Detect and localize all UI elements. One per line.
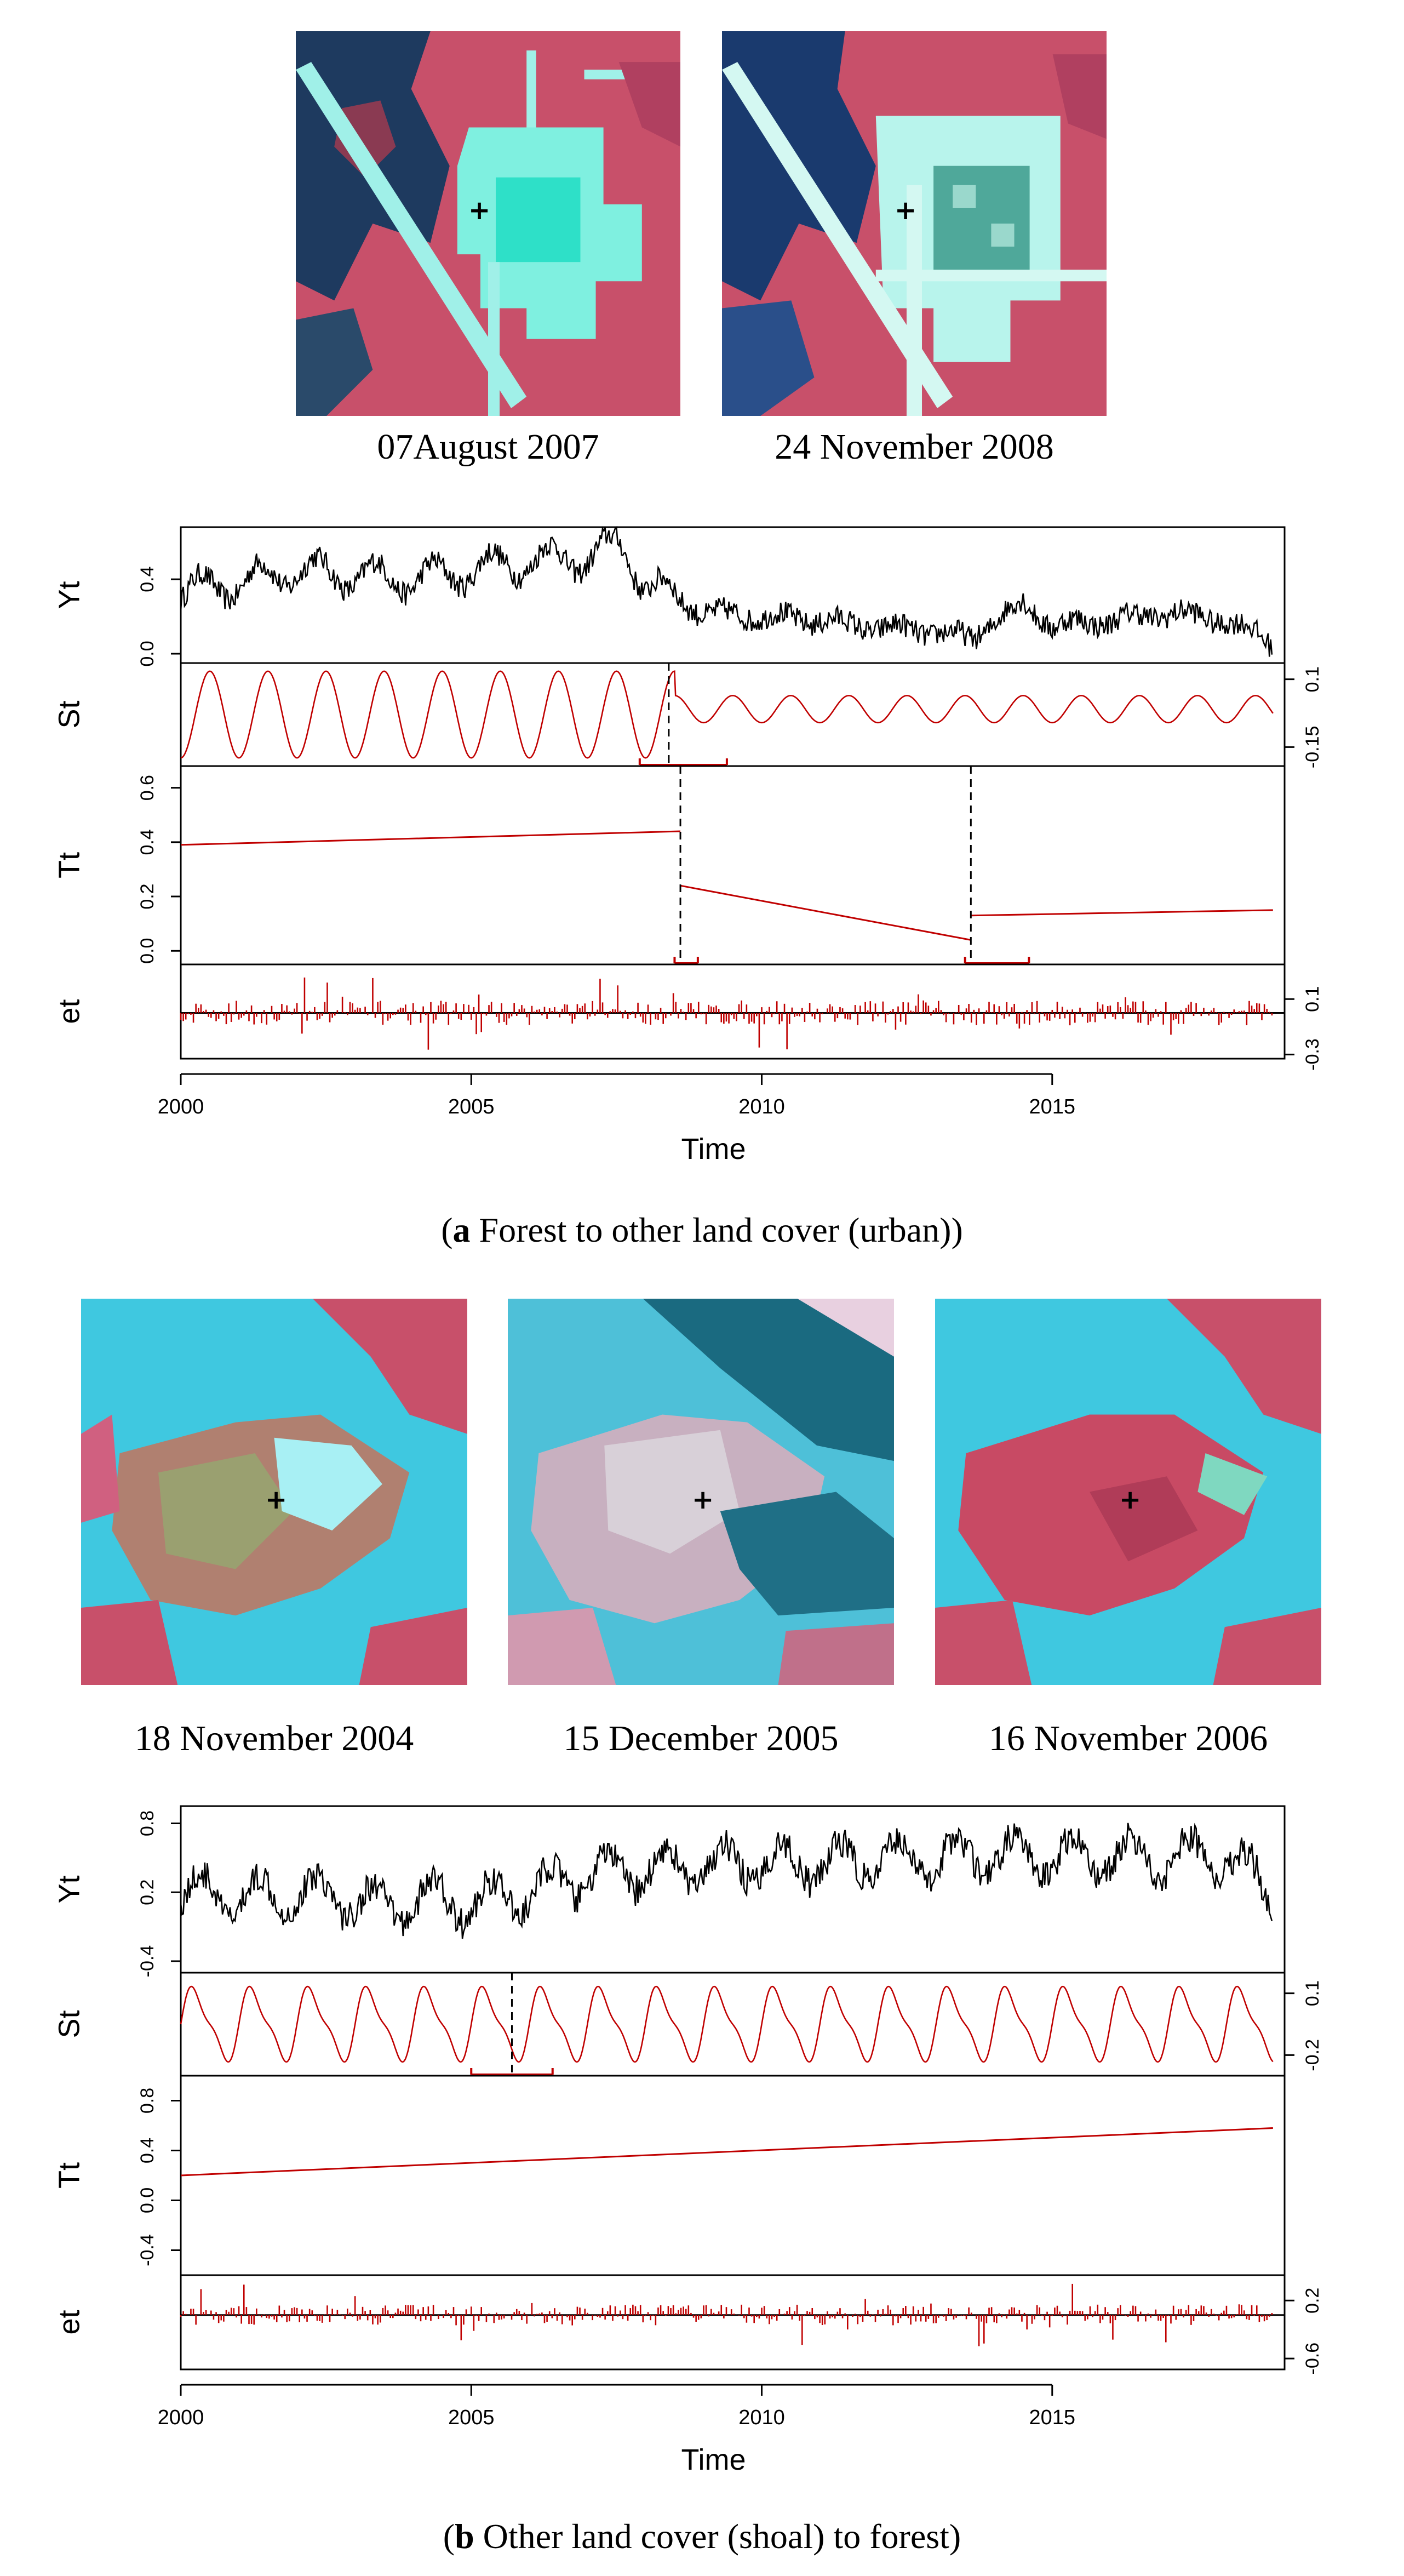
seasonal-component-line [180,1985,1274,2063]
panel-label: St [53,2010,85,2038]
x-tick-label: 2005 [448,1095,495,1118]
y-tick-label: 0.0 [137,2187,158,2213]
panel-frame [180,2075,1286,2276]
satellite-image-2008: + [722,31,1107,416]
panel-frame [180,2274,1286,2371]
seasonal-component-line [180,670,1274,759]
image-date-label: 24 November 2008 [775,427,1054,467]
bfast-chart-a: Yt 0.0 0.4 St -0.15 0.1 Tt 0.0 0.2 0.4 0.6 et -0.3 0.… [53,526,1323,1166]
y-tick-label: -0.3 [1302,1038,1323,1071]
x-axis-label: Time [681,2443,746,2476]
x-tick-label: 2005 [448,2406,495,2429]
y-tick-label: 0.0 [137,938,158,964]
x-tick-label: 2000 [158,2406,204,2429]
y-tick-label: -0.4 [137,2234,158,2266]
panel-frame [180,526,1286,664]
panel-frame [180,662,1286,767]
trend-segment-line [180,830,681,846]
panel-label: Tt [53,852,85,878]
panel-label: Yt [53,1875,85,1903]
y-tick-label: 0.4 [137,829,158,855]
y-tick-label: -0.4 [137,1945,158,1978]
panel-label: et [53,999,85,1024]
y-tick-label: 0.4 [137,2138,158,2163]
x-axis-label: Time [681,1133,746,1166]
figure-caption-b: (b Other land cover (shoal) to forest) [443,2517,961,2556]
y-tick-label: 0.2 [137,1880,158,1905]
figure-caption-a: (a Forest to other land cover (urban)) [441,1210,963,1249]
x-tick-label: 2015 [1029,1095,1076,1118]
observed-series-line [180,1823,1273,1939]
panel-frame [180,963,1286,1060]
trend-segment-line [680,884,971,941]
panel-label: Yt [53,581,85,609]
y-tick-label: 0.2 [1302,2288,1323,2314]
cross-marker-icon: + [692,1484,714,1515]
image-date-label: 07August 2007 [377,427,599,467]
y-tick-label: -0.15 [1302,726,1323,769]
x-tick-label: 2000 [158,1095,204,1118]
image-date-label: 18 November 2004 [134,1718,414,1758]
y-tick-label: 0.1 [1302,666,1323,692]
cross-marker-icon: + [265,1484,288,1515]
bfast-chart-b: Yt -0.4 0.2 0.8 St -0.2 0.1 Tt -0.4 0.0 0.4 0.8 et -0… [53,1805,1323,2476]
y-tick-label: 0.6 [137,775,158,801]
y-tick-label: -0.6 [1302,2343,1323,2375]
image-date-label: 15 December 2005 [563,1718,839,1758]
x-tick-label: 2010 [738,2406,785,2429]
y-tick-label: 0.2 [137,883,158,909]
panel-frame [180,765,1286,966]
cross-marker-icon: + [1119,1484,1142,1515]
y-tick-label: 0.0 [137,641,158,666]
y-tick-label: 0.8 [137,2088,158,2114]
y-tick-label: 0.1 [1302,986,1323,1012]
y-tick-label: 0.1 [1302,1980,1323,2006]
cross-marker-icon: + [468,195,491,226]
y-tick-label: 0.8 [137,1810,158,1836]
panel-label: et [53,2310,85,2334]
x-tick-label: 2015 [1029,2406,1076,2429]
y-tick-label: 0.4 [137,566,158,592]
satellite-image-2005: + [508,1299,894,1685]
satellite-image-2006: + [935,1299,1321,1685]
trend-segment-line [971,909,1273,917]
image-date-label: 16 November 2006 [988,1718,1268,1758]
satellite-image-2004: + [81,1299,467,1685]
x-tick-label: 2010 [738,1095,785,1118]
trend-segment-line [180,2127,1273,2177]
observed-series-line [180,526,1273,657]
panel-frame [180,1805,1286,1974]
panel-label: Tt [53,2162,85,2189]
satellite-image-2007: + [296,31,680,416]
cross-marker-icon: + [895,195,917,226]
y-tick-label: -0.2 [1302,2039,1323,2071]
panel-label: St [53,700,85,728]
